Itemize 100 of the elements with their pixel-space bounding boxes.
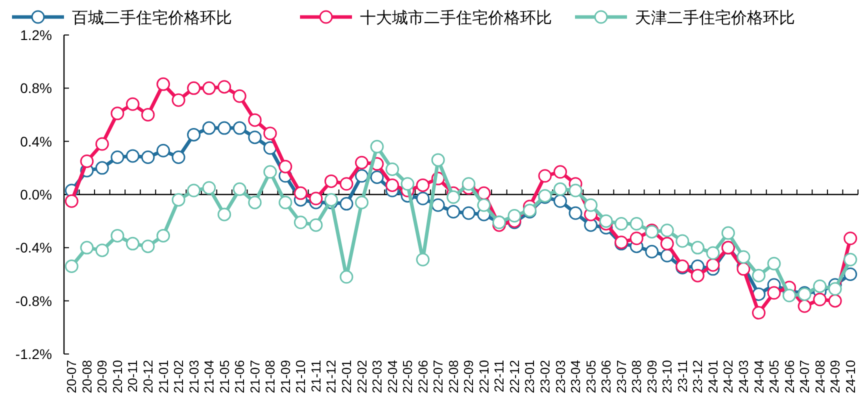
point: [324, 193, 338, 207]
point: [584, 218, 598, 232]
point: [386, 178, 400, 192]
point: [721, 226, 735, 240]
point: [80, 240, 94, 254]
point: [110, 150, 124, 164]
point: [172, 150, 186, 164]
point: [340, 270, 354, 284]
point: [64, 194, 78, 208]
point: [187, 128, 201, 142]
point: [706, 246, 720, 260]
point: [95, 137, 109, 151]
point: [416, 192, 430, 206]
point: [110, 228, 124, 242]
point: [660, 236, 674, 250]
point: [355, 169, 368, 183]
point: [630, 232, 644, 246]
point: [202, 181, 216, 195]
point: [355, 156, 368, 170]
point: [813, 279, 827, 293]
point: [386, 162, 400, 176]
point: [660, 224, 674, 238]
point: [232, 182, 246, 196]
point: [782, 288, 796, 302]
point: [294, 216, 308, 230]
point: [676, 234, 690, 248]
point: [156, 144, 170, 158]
point: [798, 299, 812, 313]
point: [554, 182, 567, 196]
point: [278, 196, 292, 210]
point: [141, 108, 155, 122]
point: [462, 177, 476, 191]
point: [218, 80, 232, 94]
point: [126, 149, 140, 163]
point: [767, 286, 781, 300]
point: [400, 177, 414, 191]
point: [645, 244, 659, 258]
point: [126, 97, 140, 111]
point: [614, 216, 628, 230]
point: [431, 198, 445, 212]
point: [828, 282, 842, 296]
point: [232, 121, 246, 135]
point: [844, 268, 858, 281]
point: [263, 126, 277, 140]
point: [554, 165, 567, 179]
point: [278, 160, 292, 174]
point: [80, 154, 94, 168]
point: [110, 106, 124, 120]
point: [309, 192, 323, 206]
point: [477, 186, 491, 200]
point: [141, 240, 155, 254]
point: [141, 150, 155, 164]
point: [508, 209, 522, 223]
point: [263, 165, 277, 179]
point: [767, 256, 781, 270]
point: [554, 194, 567, 208]
point: [844, 252, 858, 266]
point: [172, 193, 186, 207]
point: [340, 197, 354, 211]
point: [248, 196, 262, 210]
point: [844, 232, 858, 246]
point: [752, 306, 766, 320]
point: [355, 196, 368, 210]
point: [309, 218, 323, 232]
point: [156, 77, 170, 91]
point: [416, 252, 430, 266]
point: [126, 236, 140, 250]
point: [64, 260, 78, 274]
point: [752, 268, 766, 282]
point: [218, 121, 232, 135]
point: [538, 169, 552, 183]
point: [95, 161, 109, 175]
point: [340, 177, 354, 191]
point: [232, 89, 246, 103]
point: [172, 93, 186, 107]
point: [568, 206, 582, 220]
point: [187, 81, 201, 95]
point: [248, 113, 262, 127]
point: [202, 121, 216, 135]
point: [324, 174, 338, 188]
point: [690, 240, 704, 254]
point: [218, 208, 232, 222]
point: [156, 228, 170, 242]
point: [584, 198, 598, 212]
point: [431, 153, 445, 167]
point: [813, 292, 827, 306]
point: [736, 262, 750, 276]
point: [446, 205, 460, 219]
point: [630, 216, 644, 230]
point: [416, 178, 430, 192]
point: [202, 81, 216, 95]
point: [446, 190, 460, 204]
point: [736, 250, 750, 264]
point: [599, 214, 613, 228]
point: [187, 184, 201, 198]
point: [462, 206, 476, 220]
point: [568, 184, 582, 198]
point: [95, 244, 109, 258]
point: [248, 130, 262, 144]
point: [294, 186, 308, 200]
